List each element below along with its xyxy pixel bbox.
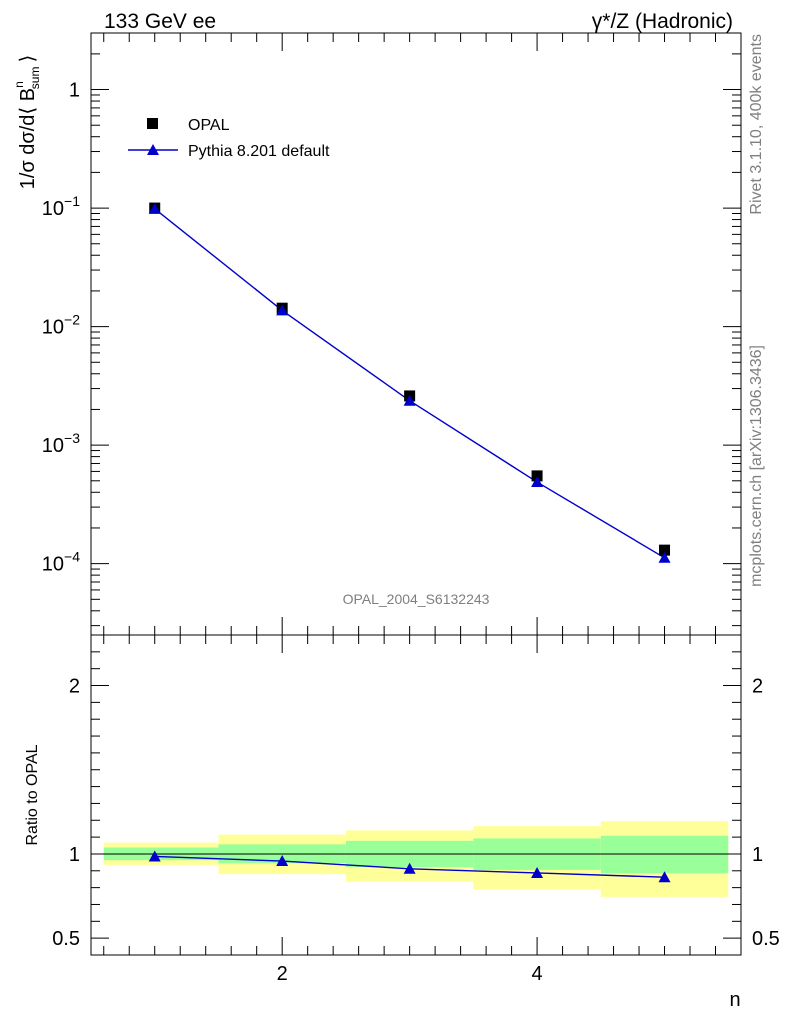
legend-opal-marker xyxy=(147,118,158,129)
ratio-y-tick-label-left: 2 xyxy=(69,676,80,698)
legend-pythia-label: Pythia 8.201 default xyxy=(188,143,330,160)
ratio-y-tick-label-right: 2 xyxy=(752,676,763,698)
ratio-pythia-point xyxy=(276,855,289,867)
pythia-line xyxy=(154,208,665,559)
y-tick-label: 10−4 xyxy=(42,549,80,576)
band-inner xyxy=(600,835,729,874)
ratio-axis-ticks xyxy=(91,634,741,956)
main-series-lines xyxy=(154,208,665,559)
y-tick-label: 10−3 xyxy=(42,430,80,457)
pythia-point xyxy=(658,551,671,563)
ratio-pythia-point xyxy=(403,862,416,874)
ylabel-sup: n xyxy=(12,81,26,88)
ratio-y-tick-label-right: 1 xyxy=(752,844,763,866)
y-tick-label: 1 xyxy=(69,80,80,102)
ratio-y-tick-label-left: 1 xyxy=(69,844,80,866)
legend-opal-label: OPAL xyxy=(188,117,230,134)
opal-point xyxy=(659,544,671,556)
ylabel-sub: sum xyxy=(28,67,42,90)
main-y-axis-title: 1/σ dσ/d⟨ Bn sum ⟩ xyxy=(12,55,42,190)
main-y-tick-labels: 1 10−1 10−2 10−3 10−4 xyxy=(42,80,80,576)
y-tick-label: 10−1 xyxy=(42,193,80,220)
main-panel: 1 10−1 10−2 10−3 10−4 OPAL_2004_S6132243 1/σ… xyxy=(12,32,742,636)
legend: OPAL Pythia 8.201 default xyxy=(128,117,330,160)
pythia-point xyxy=(403,394,416,406)
main-series-points xyxy=(148,202,671,563)
pythia-point xyxy=(531,476,544,488)
ratio-y-tick-label-right: 0.5 xyxy=(752,928,780,950)
y-tick-label: 10−2 xyxy=(42,312,80,339)
ratio-y-axis-title: Ratio to OPAL xyxy=(24,744,41,845)
pythia-point xyxy=(148,202,161,214)
ratio-pythia-point xyxy=(658,871,671,883)
ratio-pythia-point xyxy=(148,850,161,862)
x-axis-title: n xyxy=(729,989,740,1011)
header-right: γ*/Z (Hadronic) xyxy=(592,10,733,33)
ylabel-tail: ⟩ xyxy=(17,55,39,63)
x-tick-label: 2 xyxy=(277,963,288,985)
rivet-label: Rivet 3.1.10, 400k events xyxy=(748,34,765,215)
header-left: 133 GeV ee xyxy=(104,10,216,33)
pythia-point xyxy=(276,304,289,316)
ratio-y-tick-label-left: 0.5 xyxy=(52,928,80,950)
ratio-y-tick-labels: 0.5 0.5 1 1 2 2 xyxy=(52,676,780,951)
x-tick-label: 4 xyxy=(532,963,543,985)
watermark: OPAL_2004_S6132243 xyxy=(343,591,490,607)
ratio-pythia-point xyxy=(531,866,544,878)
opal-point xyxy=(531,470,543,482)
ratio-series-points xyxy=(148,850,671,883)
ratio-bands xyxy=(103,821,729,897)
mcplots-label: mcplots.cern.ch [arXiv:1306.3436] xyxy=(748,345,765,587)
ylabel-main: 1/σ dσ/d⟨ B xyxy=(17,88,39,189)
main-axis-ticks xyxy=(91,32,741,635)
ratio-frame xyxy=(90,634,742,956)
legend-pythia-marker xyxy=(147,144,159,155)
